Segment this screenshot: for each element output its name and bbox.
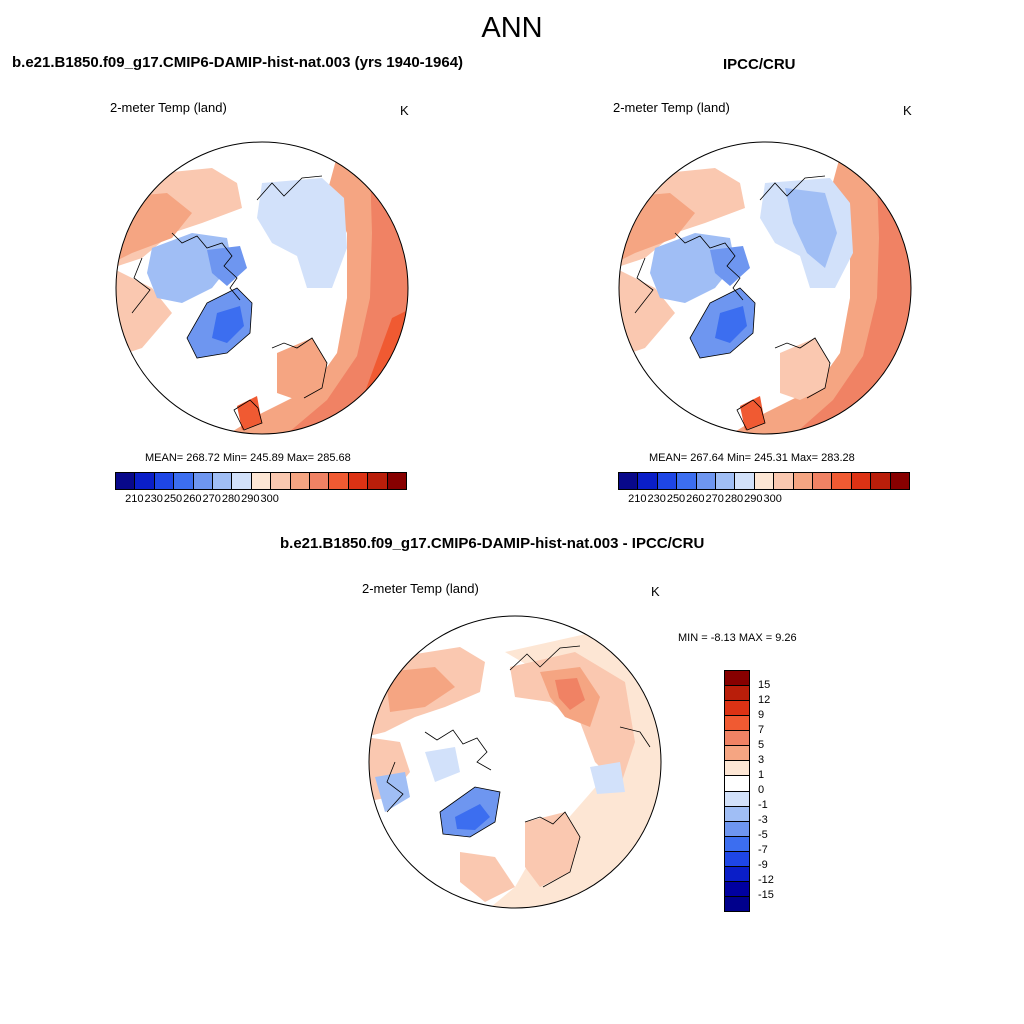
obs-colorbar-tick-label: 270 [705,493,724,505]
model-colorbar-swatch [154,473,175,489]
obs-colorbar-tick-label: 250 [666,493,686,505]
diff-colorbar-swatch [725,866,749,882]
obs-colorbar-swatch [735,473,755,489]
diff-colorbar-swatch [725,716,749,732]
diff-colorbar-swatch [725,896,749,911]
model-colorbar-swatch [368,473,388,489]
obs-colorbar-tick-label: 260 [686,493,705,505]
model-colorbar-tick-label: 290 [241,493,260,505]
obs-stats: MEAN= 267.64 Min= 245.31 Max= 283.28 [649,452,855,464]
diff-colorbar-tick-label: -3 [758,814,768,826]
model-colorbar-swatch [310,473,330,489]
obs-colorbar [618,472,910,490]
obs-colorbar-swatch [754,473,775,489]
diff-polar-map [368,615,662,909]
diff-colorbar-swatch [725,671,749,687]
model-colorbar-swatch [290,473,311,489]
obs-colorbar-swatch [774,473,794,489]
obs-colorbar-swatch [696,473,717,489]
diff-colorbar-swatch [725,761,749,777]
model-units-label: K [400,103,409,118]
model-colorbar-swatch [348,473,369,489]
model-colorbar-tick-label: 280 [221,493,241,505]
diff-colorbar-tick-label: 7 [758,724,765,736]
diff-minmax: MIN = -8.13 MAX = 9.26 [678,632,797,644]
diff-colorbar-swatch [725,686,749,702]
diff-colorbar-swatch [725,836,749,852]
diff-colorbar-tick-label: 15 [758,679,771,691]
obs-units-label: K [903,103,912,118]
obs-colorbar-swatch [813,473,833,489]
model-colorbar-tick-label: 260 [183,493,202,505]
diff-units-label: K [651,584,660,599]
model-colorbar-swatch [387,473,407,489]
model-colorbar-tick-label: 300 [260,493,279,505]
obs-colorbar-swatch [793,473,814,489]
model-polar-map [115,141,409,435]
obs-colorbar-tick-label: 230 [647,493,666,505]
diff-colorbar-tick-label: -7 [758,844,768,856]
model-colorbar-tick-label: 250 [163,493,183,505]
model-colorbar-swatch [251,473,272,489]
obs-colorbar-swatch [716,473,736,489]
obs-colorbar-swatch [657,473,678,489]
diff-colorbar-swatch [725,821,749,837]
obs-colorbar-tick-label: 300 [763,493,782,505]
diff-colorbar-swatch [725,701,749,717]
model-variable-label: 2-meter Temp (land) [110,100,227,115]
diff-colorbar-swatch [725,851,749,867]
diff-colorbar-tick-label: -9 [758,859,768,871]
obs-polar-map [618,141,912,435]
obs-colorbar-swatch [890,473,910,489]
model-colorbar-swatch [271,473,291,489]
diff-colorbar-tick-label: -5 [758,829,768,841]
obs-colorbar-swatch [851,473,872,489]
obs-colorbar-tick-label: 280 [724,493,744,505]
diff-colorbar-tick-label: -15 [758,889,774,901]
model-colorbar-swatch [232,473,252,489]
obs-colorbar-swatch [638,473,658,489]
model-stats: MEAN= 268.72 Min= 245.89 Max= 285.68 [145,452,351,464]
diff-colorbar-swatch [725,746,749,762]
diff-colorbar-labels: 15 12 9 7 5 3 1 0 -1 -3 -5 -7 -9 -12 -15 [758,670,788,910]
obs-colorbar-swatch [832,473,852,489]
model-colorbar-swatch [329,473,349,489]
diff-colorbar-tick-label: -12 [758,874,774,886]
model-colorbar-tick-label: 210 [125,493,144,505]
diff-colorbar-swatch [725,791,749,807]
diff-colorbar [724,670,750,912]
diff-variable-label: 2-meter Temp (land) [362,581,479,596]
diff-colorbar-tick-label: 12 [758,694,771,706]
model-colorbar-swatch [174,473,194,489]
diff-colorbar-swatch [725,806,749,822]
obs-colorbar-swatch [619,473,639,489]
diff-colorbar-swatch [725,731,749,747]
model-colorbar-swatch [135,473,155,489]
obs-colorbar-swatch [677,473,697,489]
model-colorbar-swatch [116,473,136,489]
model-colorbar-tick-label: 230 [144,493,163,505]
model-colorbar-labels: 210 230 250 260 270 280 290 300 [115,493,405,507]
model-colorbar-tick-label: 270 [202,493,221,505]
obs-variable-label: 2-meter Temp (land) [613,100,730,115]
obs-colorbar-swatch [871,473,891,489]
model-colorbar-swatch [193,473,214,489]
diff-colorbar-swatch [725,881,749,897]
obs-colorbar-tick-label: 210 [628,493,647,505]
figure-title: ANN [481,12,543,44]
diff-colorbar-tick-label: -1 [758,799,768,811]
diff-colorbar-tick-label: 9 [758,709,765,721]
diff-colorbar-tick-label: 5 [758,739,765,751]
diff-colorbar-swatch [725,776,749,792]
diff-colorbar-tick-label: 3 [758,754,765,766]
diff-case-title: b.e21.B1850.f09_g17.CMIP6-DAMIP-hist-nat… [280,535,705,552]
model-colorbar-swatch [213,473,233,489]
diff-colorbar-tick-label: 0 [758,784,765,796]
obs-case-title: IPCC/CRU [723,56,796,73]
obs-colorbar-tick-label: 290 [744,493,763,505]
model-colorbar [115,472,407,490]
obs-colorbar-labels: 210 230 250 260 270 280 290 300 [618,493,908,507]
model-case-title: b.e21.B1850.f09_g17.CMIP6-DAMIP-hist-nat… [12,54,464,71]
diff-colorbar-tick-label: 1 [758,769,765,781]
